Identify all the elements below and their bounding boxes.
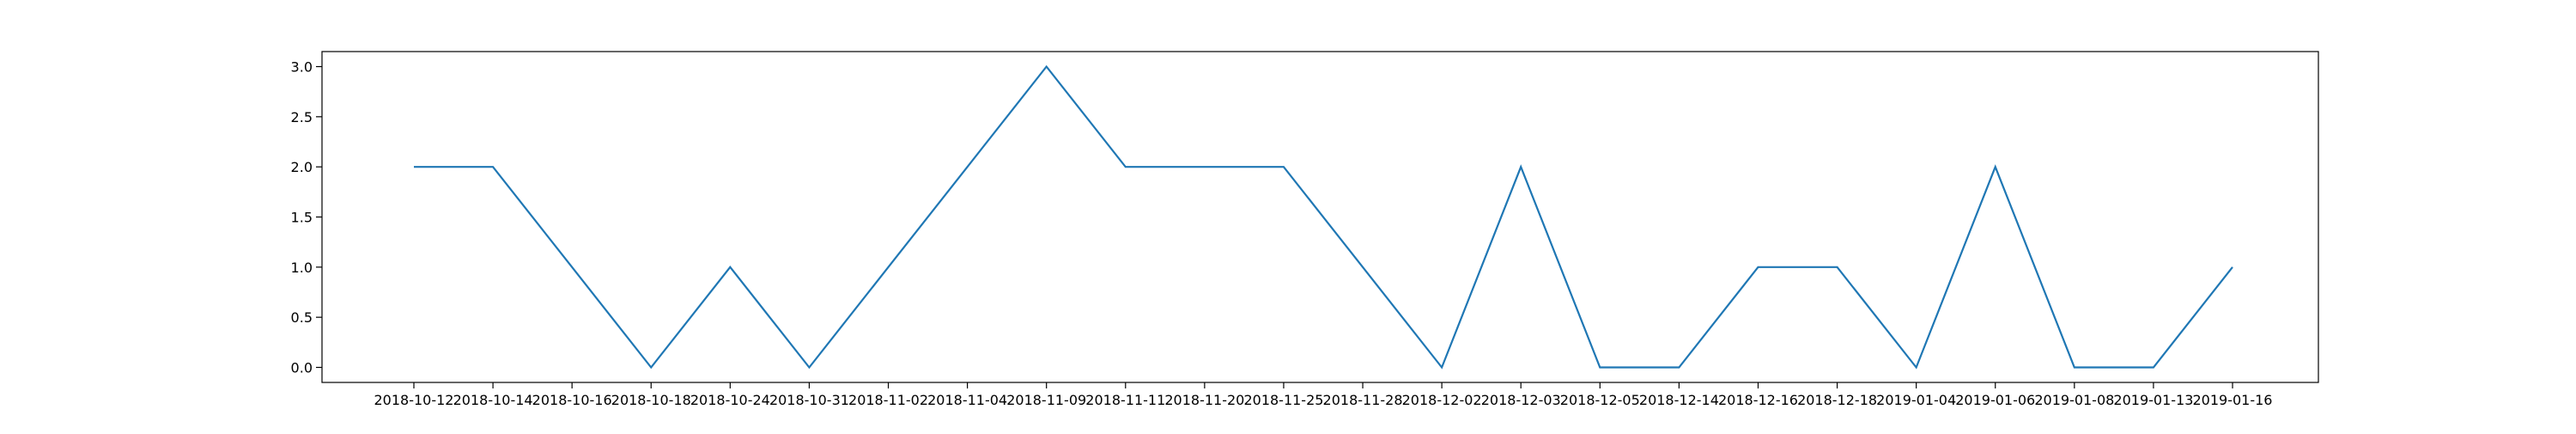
x-tick-label: 2019-01-06 [1955,392,2035,408]
y-tick-label: 3.0 [291,59,313,76]
series-line [414,64,2233,370]
x-tick-label: 2018-10-31 [769,392,849,408]
y-axis: 0.0 0.5 1.0 1.5 2.0 2.5 3.0 [291,59,322,376]
x-axis: 2018-10-12 2018-10-14 2018-10-16 2018-10-18… [374,382,2273,408]
y-tick-label: 1.0 [291,260,313,276]
x-tick-label: 2018-10-24 [690,392,770,408]
y-tick-label: 0.5 [291,309,313,326]
x-tick-label: 2018-12-03 [1481,392,1561,408]
y-tick-label: 2.0 [291,159,313,175]
x-tick-label: 2018-11-09 [1006,392,1086,408]
y-tick-label: 1.5 [291,210,313,226]
x-tick-label: 2018-10-16 [532,392,612,408]
y-tick-label: 2.5 [291,109,313,125]
plot-frame [321,51,2319,383]
x-tick-label: 2018-12-02 [1402,392,1482,408]
x-tick-label: 2019-01-08 [2034,392,2114,408]
x-tick-label: 2018-11-04 [927,392,1007,408]
x-tick-label: 2018-11-20 [1164,392,1244,408]
x-tick-label: 2018-12-05 [1560,392,1640,408]
x-tick-label: 2019-01-13 [2113,392,2193,408]
x-tick-label: 2018-12-14 [1639,392,1719,408]
x-tick-label: 2018-10-18 [611,392,691,408]
x-tick-label: 2018-10-12 [374,392,454,408]
x-tick-label: 2018-11-25 [1243,392,1323,408]
x-tick-label: 2018-12-18 [1797,392,1877,408]
x-tick-label: 2018-10-14 [453,392,533,408]
x-tick-label: 2019-01-16 [2193,392,2273,408]
x-tick-label: 2018-11-11 [1085,392,1165,408]
y-tick-label: 0.0 [291,360,313,376]
x-tick-label: 2018-12-16 [1718,392,1798,408]
x-tick-label: 2018-11-02 [848,392,928,408]
x-tick-label: 2019-01-04 [1876,392,1956,408]
x-tick-label: 2018-11-28 [1323,392,1403,408]
plot-area [322,52,2318,382]
